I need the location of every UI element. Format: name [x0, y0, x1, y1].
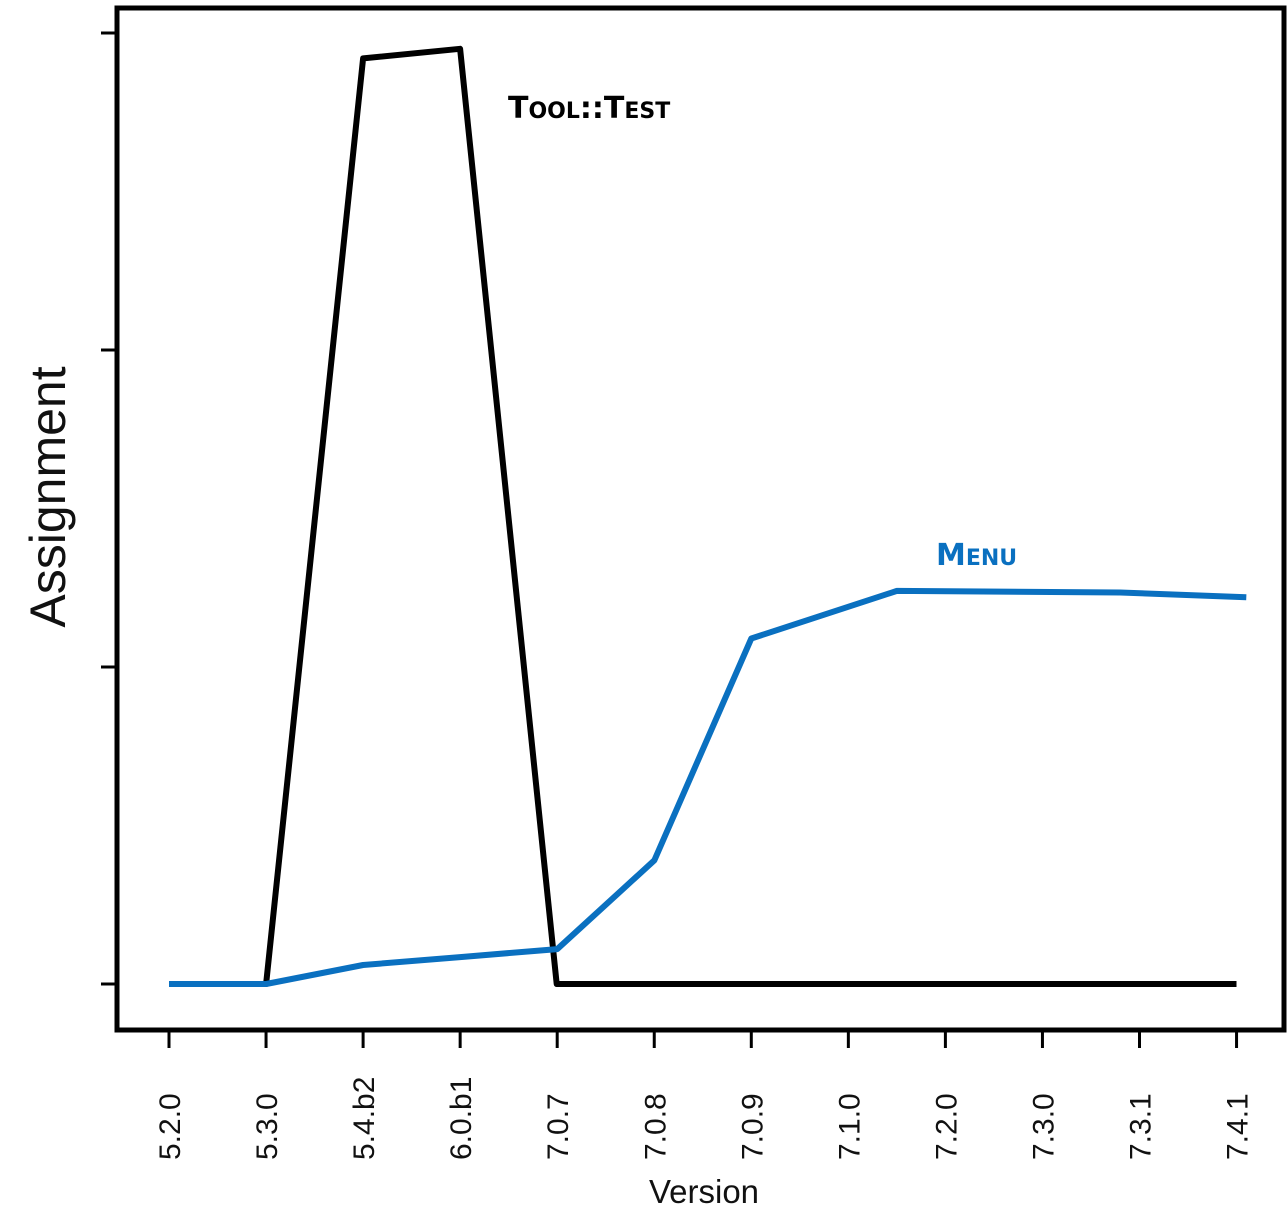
- x-tick-label-5: 7.0.8: [639, 1093, 672, 1160]
- series-line-1: [169, 587, 1247, 987]
- series-label-tool-test: TOOL::TEST: [508, 91, 670, 126]
- x-tick-label-10: 7.3.1: [1125, 1093, 1158, 1160]
- series-group: [169, 45, 1247, 987]
- x-tick-label-8: 7.2.0: [930, 1093, 963, 1160]
- x-axis-title: Version: [649, 1173, 759, 1210]
- x-tick-label-6: 7.0.9: [736, 1093, 769, 1160]
- x-tick-label-0: 5.2.0: [154, 1093, 187, 1160]
- x-tick-label-11: 7.4.1: [1222, 1093, 1255, 1160]
- x-axis: 5.2.0 5.3.0 5.4.b2 6.0.b1 7.0.7 7.0.8 7.0.9 7.1…: [154, 1030, 1255, 1160]
- plot-frame: [114, 5, 1287, 1033]
- series-label-menu: MENU: [936, 538, 1017, 573]
- x-tick-label-1: 5.3.0: [251, 1093, 284, 1160]
- x-tick-label-9: 7.3.0: [1027, 1093, 1060, 1160]
- x-tick-label-3: 6.0.b1: [445, 1077, 478, 1160]
- x-tick-label-2: 5.4.b2: [348, 1077, 381, 1160]
- series-line-0: [169, 45, 1237, 987]
- x-tick-label-4: 7.0.7: [542, 1093, 575, 1160]
- y-axis-title: Assignment: [20, 366, 76, 627]
- y-axis: [101, 31, 117, 986]
- x-tick-label-7: 7.1.0: [833, 1093, 866, 1160]
